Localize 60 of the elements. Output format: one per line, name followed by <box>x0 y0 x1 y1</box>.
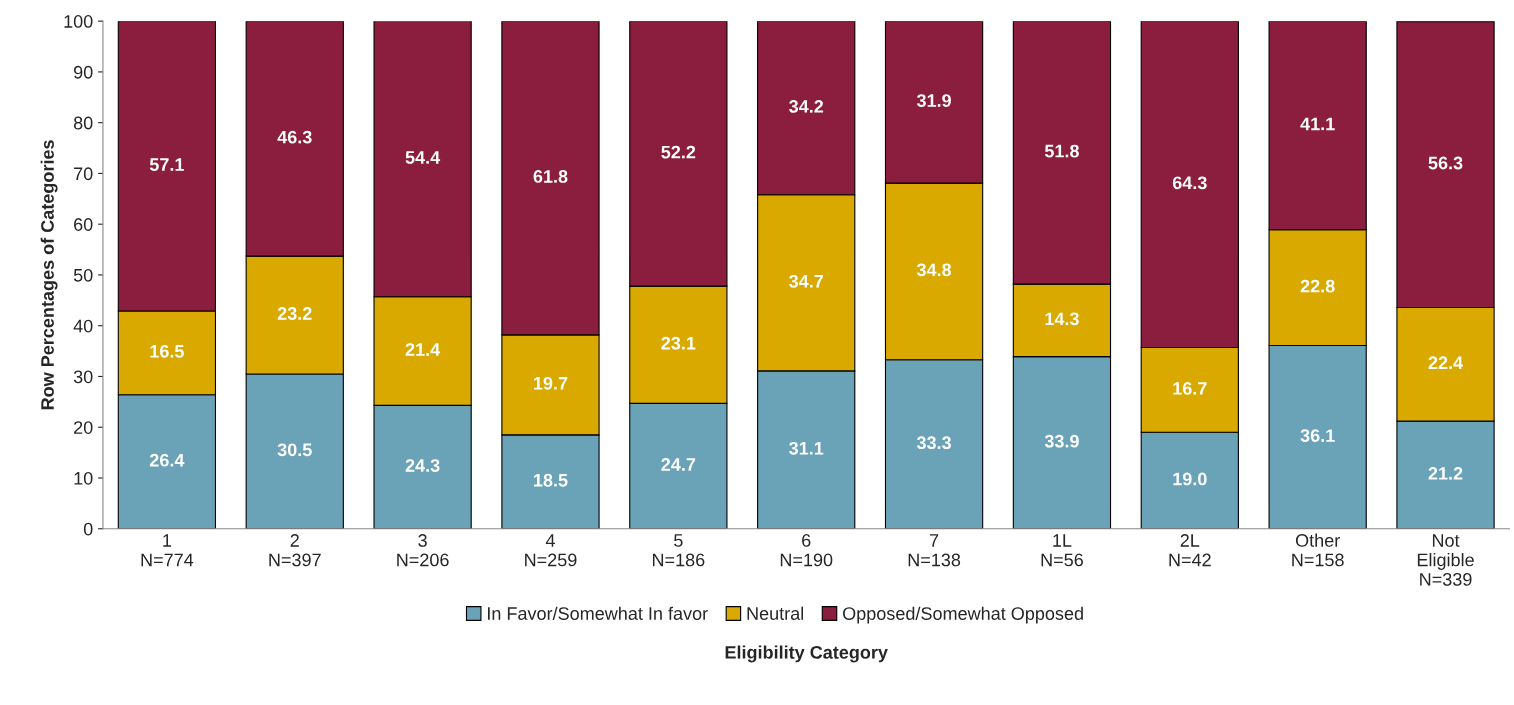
x-tick-label: 5 N=186 <box>652 534 705 567</box>
data-label: 54.4 <box>405 151 441 164</box>
data-label: 46.3 <box>277 130 312 144</box>
y-tick-label: 80 <box>73 116 93 130</box>
data-label: 34.2 <box>789 100 824 113</box>
data-label: 19.7 <box>534 376 568 390</box>
y-tick-label: 100 <box>64 15 93 28</box>
x-axis-title: Eligibility Category <box>725 645 888 663</box>
legend-label: Opposed/Somewhat Opposed <box>843 606 1083 624</box>
legend-label: Neutral <box>747 606 804 620</box>
data-label: 61.8 <box>533 170 568 183</box>
data-label: 14.3 <box>1045 312 1079 326</box>
data-label: 21.4 <box>405 343 441 356</box>
y-tick-label: 50 <box>73 268 93 282</box>
data-label: 34.8 <box>916 263 952 277</box>
data-label: 21.2 <box>1428 467 1463 480</box>
data-label: 31.1 <box>789 441 824 455</box>
y-tick-label: 70 <box>74 167 93 181</box>
y-tick-label: 30 <box>73 370 93 384</box>
x-tick-label: 4 N=259 <box>525 534 577 567</box>
data-label: 51.8 <box>1044 144 1079 158</box>
data-label: 16.7 <box>1173 381 1207 395</box>
data-label: 23.1 <box>661 336 696 350</box>
data-label: 23.2 <box>277 307 312 320</box>
y-tick-label: 60 <box>74 218 93 231</box>
data-label: 34.7 <box>789 274 823 288</box>
y-tick-label: 10 <box>74 471 93 485</box>
data-label: 16.5 <box>150 344 184 358</box>
data-label: 33.9 <box>1044 434 1079 448</box>
y-tick-label: 0 <box>83 522 93 536</box>
x-tick-label: Not Eligible N=339 <box>1417 534 1474 586</box>
data-label: 22.4 <box>1428 356 1463 369</box>
y-tick-label: 90 <box>74 65 93 79</box>
data-label: 31.9 <box>916 94 951 107</box>
x-tick-label: 7 N=138 <box>908 534 961 567</box>
data-label: 33.3 <box>916 436 951 450</box>
data-label: 52.2 <box>661 145 696 159</box>
data-label: 22.8 <box>1300 279 1335 293</box>
data-label: 18.5 <box>534 473 568 487</box>
data-label: 64.3 <box>1172 176 1207 190</box>
data-label: 56.3 <box>1428 156 1463 170</box>
x-tick-label: 3 N=206 <box>397 534 449 567</box>
y-axis-title: Row Percentages of Categories <box>40 140 58 410</box>
x-tick-label: 2 N=397 <box>269 534 321 567</box>
x-tick-label: 1 N=774 <box>141 534 194 567</box>
data-label: 57.1 <box>149 158 184 171</box>
data-label: 19.0 <box>1173 472 1207 486</box>
y-tick-label: 40 <box>73 319 93 333</box>
x-tick-label: 6 N=190 <box>780 534 833 567</box>
legend-label: In Favor/Somewhat In favor <box>488 606 708 620</box>
data-label: 26.4 <box>149 453 185 467</box>
x-tick-label: 1L N=56 <box>1041 534 1083 567</box>
x-tick-label: 2L N=42 <box>1169 534 1211 567</box>
x-tick-label: Other N=158 <box>1292 533 1344 567</box>
data-label: 24.3 <box>405 459 440 472</box>
data-label: 30.5 <box>277 443 312 457</box>
y-tick-label: 20 <box>74 421 93 434</box>
data-label: 41.1 <box>1300 117 1335 131</box>
data-label: 24.7 <box>661 458 696 471</box>
data-label: 36.1 <box>1300 429 1335 442</box>
